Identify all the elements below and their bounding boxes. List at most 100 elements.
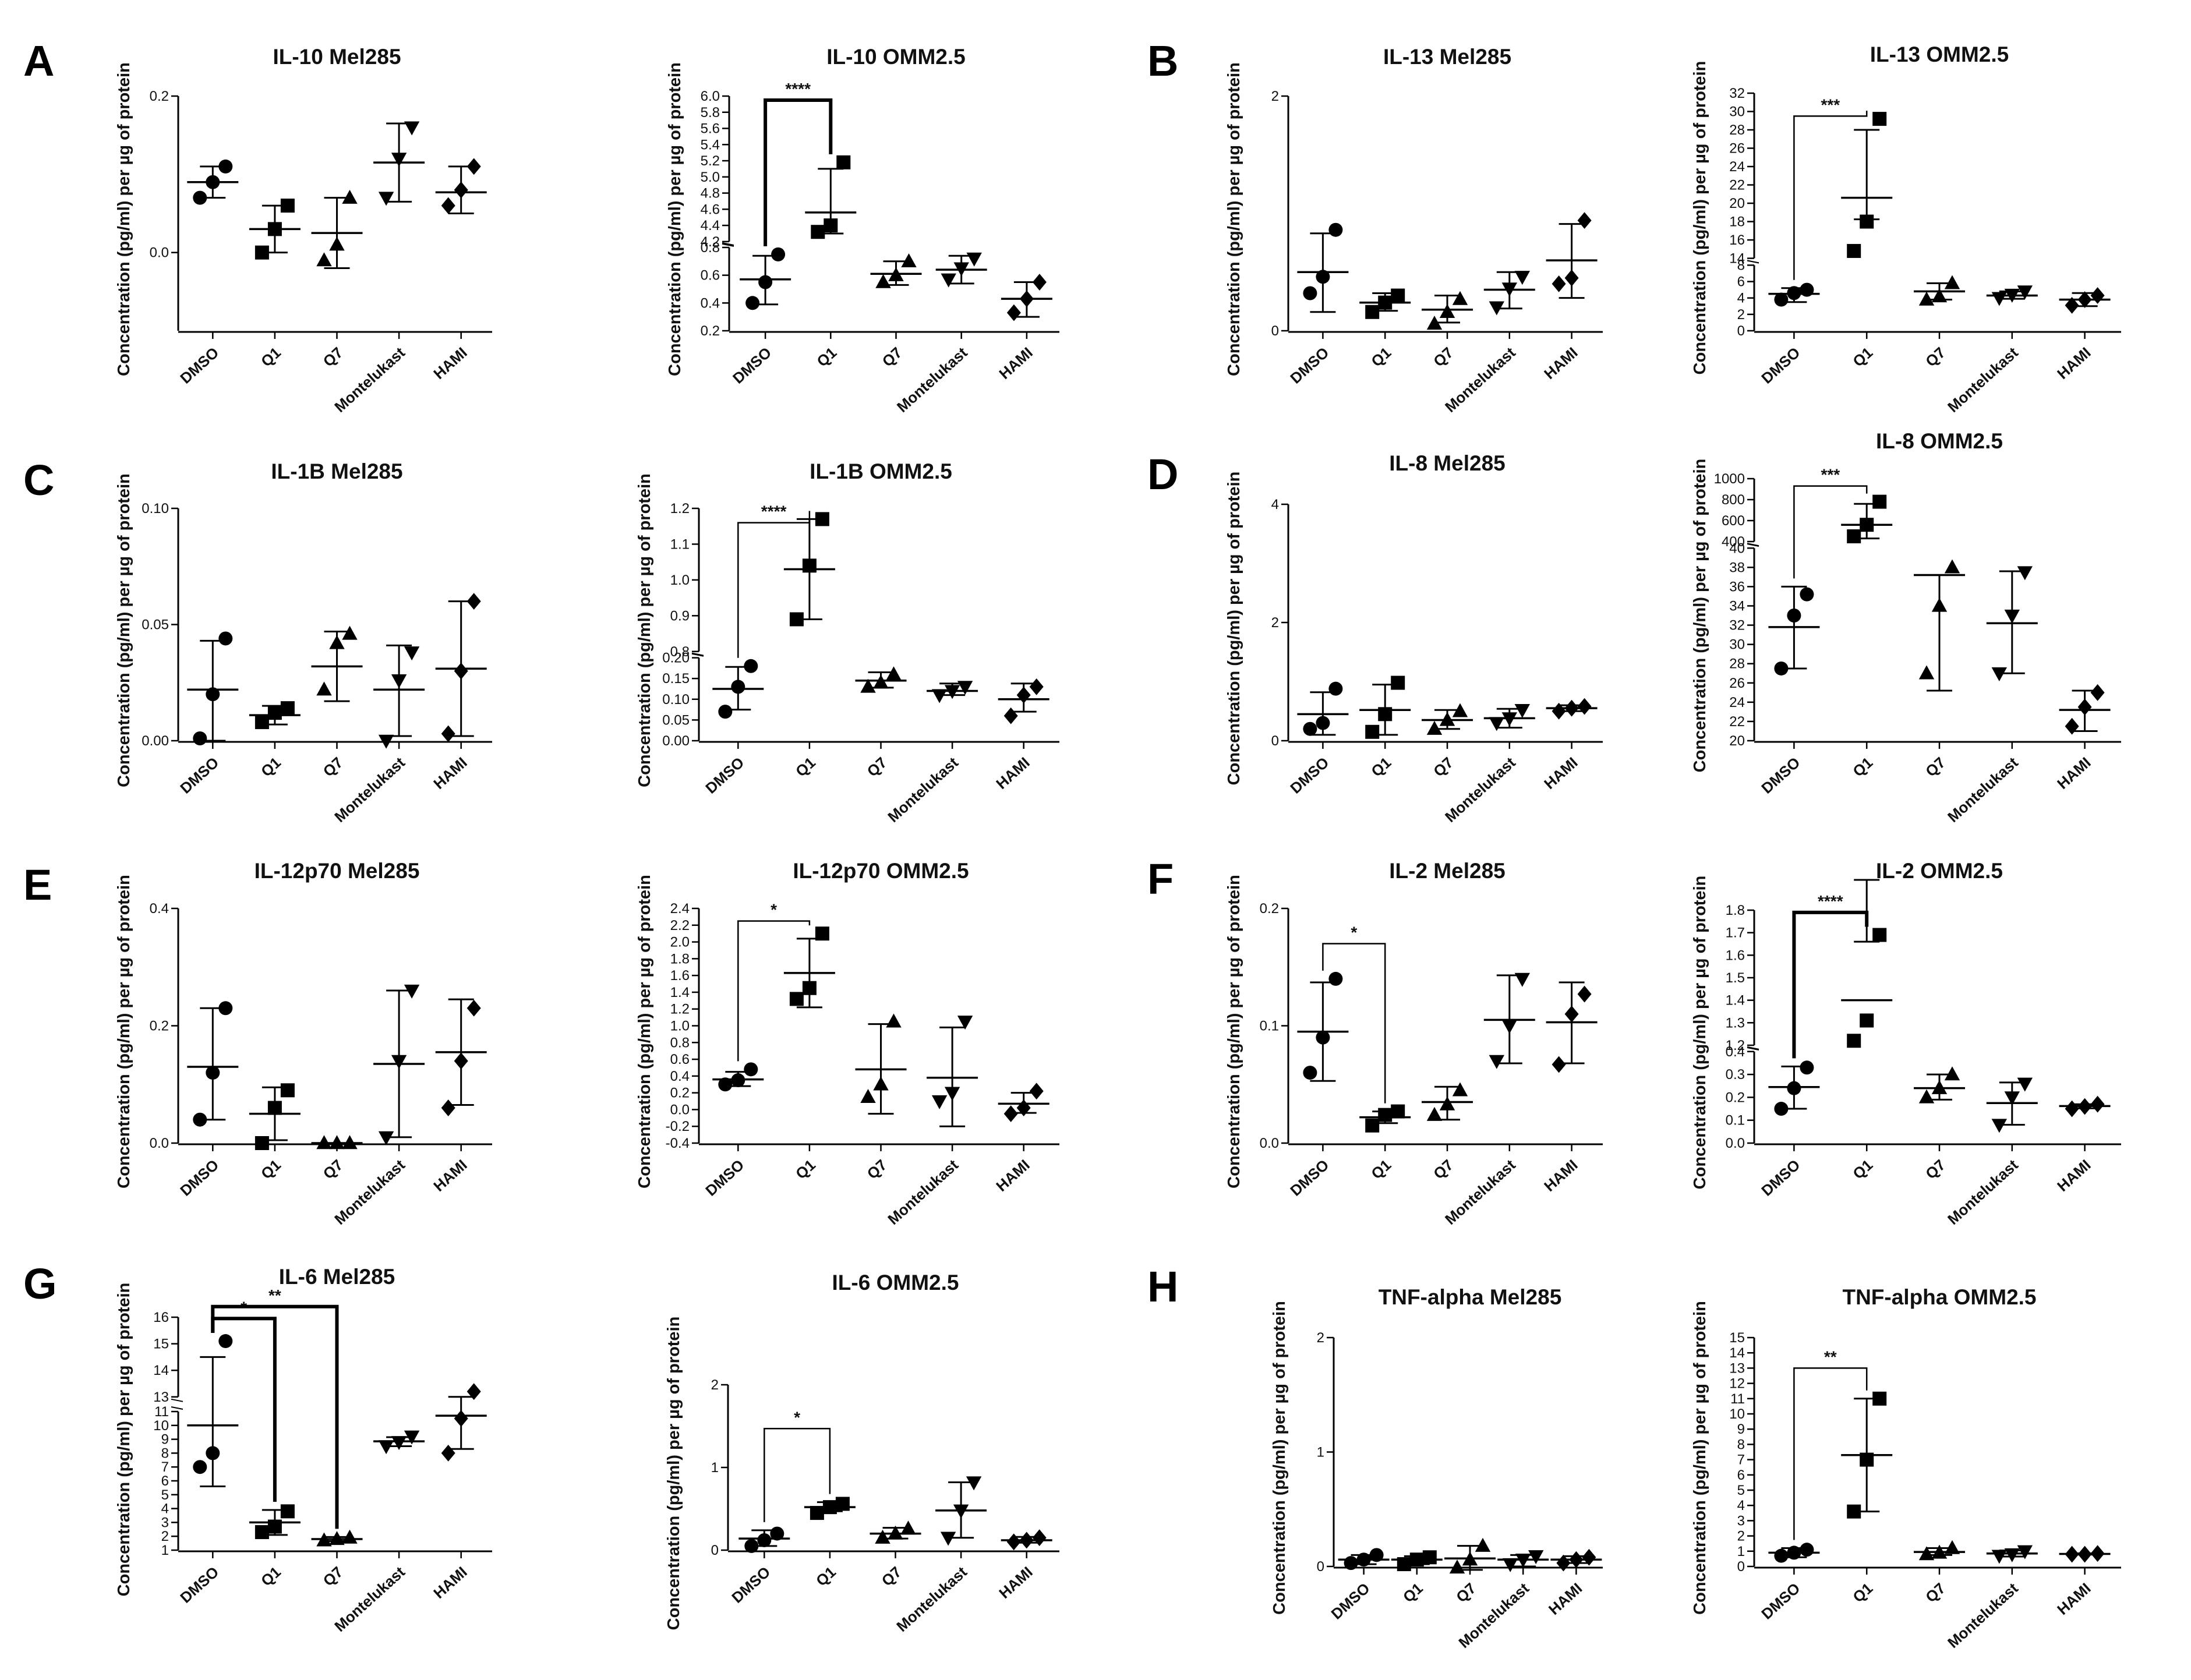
y-tick-label: 0.6 <box>670 1052 690 1067</box>
data-series <box>1297 971 1349 1082</box>
y-axis-label: Concentration (pg/ml) per µg of protein <box>1225 472 1243 786</box>
significance-label: **** <box>1818 892 1843 910</box>
data-series <box>1359 1104 1411 1133</box>
data-point <box>1391 675 1405 690</box>
y-axis-label: Concentration (pg/ml) per µg of protein <box>666 62 684 376</box>
data-point <box>901 253 917 267</box>
y-tick-label: 0.4 <box>701 295 720 311</box>
y-tick-label: 0.0 <box>1260 1136 1279 1151</box>
significance-bracket <box>737 920 811 1062</box>
data-point <box>1528 1550 1544 1565</box>
y-tick-label: 4 <box>161 1501 169 1517</box>
data-point <box>342 1529 358 1544</box>
data-series <box>2059 287 2111 314</box>
y-axis-label: Concentration (pg/ml) per µg of protein <box>1691 61 1709 375</box>
data-point <box>2090 1095 2105 1113</box>
y-tick-label: 0.3 <box>1726 1067 1745 1083</box>
y-tick-label: 2 <box>1317 1330 1324 1346</box>
data-point <box>1991 1119 2007 1133</box>
data-series <box>1001 1529 1052 1551</box>
y-tick-label: 1 <box>711 1460 719 1476</box>
data-series <box>1914 559 1965 692</box>
y-tick-label: 1.0 <box>670 572 690 588</box>
y-tick-label: 0.20 <box>662 650 690 666</box>
data-series <box>1546 981 1598 1073</box>
significance-label: ** <box>1824 1347 1837 1366</box>
chart-title: IL-13 OMM2.5 <box>1870 43 2009 66</box>
y-tick-label: 40 <box>1729 540 1745 556</box>
data-point <box>757 1533 772 1547</box>
data-point <box>404 121 420 136</box>
data-point <box>1344 1556 1358 1571</box>
data-point <box>1462 1551 1478 1566</box>
y-axis-label: Concentration (pg/ml) per µg of protein <box>1225 62 1243 376</box>
data-point <box>255 1136 269 1150</box>
y-tick-label: 1 <box>1317 1445 1324 1460</box>
data-point <box>718 1077 733 1092</box>
y-tick-label: 8 <box>161 1445 169 1461</box>
data-point <box>391 153 407 167</box>
data-point <box>316 681 332 696</box>
y-tick-label: 4.2 <box>701 234 720 250</box>
data-point <box>931 1095 948 1109</box>
data-point <box>1422 1550 1437 1565</box>
chart-title: IL-6 OMM2.5 <box>832 1271 959 1295</box>
data-point <box>467 1383 481 1400</box>
data-series <box>249 701 301 730</box>
data-point <box>1860 1013 1874 1028</box>
y-tick-label: 16 <box>153 1310 169 1325</box>
chart-title: IL-1B OMM2.5 <box>810 459 952 483</box>
data-point <box>267 222 282 236</box>
data-series <box>187 159 239 205</box>
y-tick-label: 38 <box>1729 560 1745 575</box>
data-point <box>1328 681 1343 696</box>
data-series <box>373 644 425 749</box>
y-tick-label: 1.8 <box>670 951 690 967</box>
y-tick-label: 15 <box>153 1336 169 1352</box>
data-point <box>744 1538 759 1553</box>
data-point <box>718 705 733 719</box>
y-tick-label: 0.0 <box>670 1102 690 1117</box>
data-series <box>249 1504 301 1540</box>
data-point <box>758 275 773 289</box>
data-point <box>1316 1030 1330 1045</box>
data-point <box>811 225 825 239</box>
data-point <box>836 155 851 169</box>
panel-label: C <box>23 456 54 504</box>
chart-title: IL-8 OMM2.5 <box>1876 429 2003 453</box>
y-axis-label: Concentration (pg/ml) per µg of protein <box>115 62 133 376</box>
data-series <box>1841 112 1893 258</box>
y-axis-label: Concentration (pg/ml) per µg of protein <box>1270 1301 1289 1615</box>
data-series <box>1841 1391 1893 1519</box>
y-axis-label: Concentration (pg/ml) per µg of protein <box>1691 1301 1709 1615</box>
data-point <box>1931 597 1948 612</box>
data-point <box>1847 1504 1861 1519</box>
data-point <box>1918 665 1935 680</box>
y-tick-label: 1.4 <box>1726 993 1745 1009</box>
data-point <box>1918 291 1935 306</box>
data-point <box>218 1001 233 1016</box>
data-point <box>1564 699 1579 717</box>
data-point <box>329 1531 345 1545</box>
data-point <box>944 1087 960 1101</box>
data-point <box>2077 1545 2092 1563</box>
chart-title: TNF-alpha OMM2.5 <box>1842 1285 2036 1309</box>
data-point <box>1316 270 1330 284</box>
data-point <box>280 199 295 213</box>
data-point <box>1556 1554 1571 1572</box>
data-point <box>1991 1550 2007 1564</box>
y-tick-label: 0.1 <box>1260 1018 1279 1034</box>
data-point <box>2017 285 2033 300</box>
data-series <box>2059 1545 2111 1563</box>
y-tick-label: 0 <box>1317 1559 1324 1575</box>
panel-label: E <box>23 861 52 909</box>
y-tick-label: 1.6 <box>670 968 690 984</box>
data-series <box>435 593 487 742</box>
significance-bracket <box>1322 943 1386 1104</box>
y-tick-label: -0.4 <box>666 1136 690 1151</box>
data-series <box>1768 585 1820 675</box>
data-point <box>441 725 455 742</box>
data-series <box>712 1062 764 1092</box>
y-tick-label: 5 <box>1737 1483 1745 1498</box>
significance-label: * <box>794 1408 800 1426</box>
